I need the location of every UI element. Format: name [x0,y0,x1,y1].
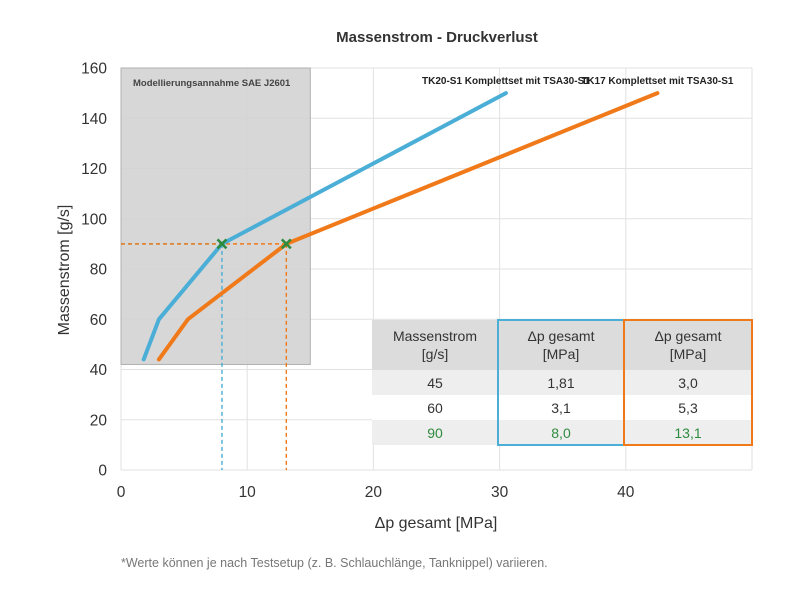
series-label-2: TK17 Komplettset mit TSA30-S1 [581,76,734,87]
x-tick-label: 0 [117,484,126,501]
x-tick-label: 10 [239,484,257,501]
y-axis-label: Massenstrom [g/s] [56,205,73,336]
table-header-cell: [MPa] [543,346,580,362]
table-header-bg [372,320,752,370]
table-cell: 45 [427,375,443,391]
y-tick-label: 140 [81,111,107,128]
table-row-bg [372,395,752,420]
table-header-cell: Δp gesamt [655,328,722,344]
table-header-cell: Massenstrom [393,328,477,344]
table-cell: 5,3 [678,400,698,416]
table-row-bg [372,420,752,445]
shaded-region [120,67,311,365]
chart-title: Massenstrom - Druckverlust [336,29,538,46]
data-table: Massenstrom [g/s] Δp gesamt [MPa] Δp gesamt [… [372,319,753,446]
shaded-region-label: Modellierungsannahme SAE J2601 [133,78,291,89]
table-cell: 3,0 [678,375,698,391]
x-tick-label: 30 [491,484,509,501]
x-axis-label: Δp gesamt [MPa] [375,515,498,532]
marker-point [216,238,228,250]
table-cell: 3,1 [551,400,571,416]
series-label-1: TK20-S1 Komplettset mit TSA30-S1 [422,76,590,87]
y-tick-label: 40 [90,362,108,379]
x-tick-label: 20 [365,484,383,501]
x-tick-label: 40 [617,484,635,501]
y-tick-label: 120 [81,161,107,178]
table-cell: 90 [427,425,443,441]
y-tick-label: 80 [90,262,108,279]
table-header-cell: [g/s] [422,346,448,362]
marker-point [280,238,292,250]
y-tick-label: 60 [90,312,108,329]
series-line-1 [141,91,508,362]
y-tick-label: 20 [90,412,108,429]
chart: Massenstrom - Druckverlust Modellierungs… [56,29,753,532]
table-row-bg [372,370,752,395]
y-tick-label: 160 [81,61,107,78]
table-column-border [623,319,753,446]
table-cell: 8,0 [551,425,571,441]
table-header-cell: [MPa] [670,346,707,362]
y-tick-label: 100 [81,211,107,228]
table-header-cell: Δp gesamt [528,328,595,344]
plot-area: Modellierungsannahme SAE J2601 0 10 20 30 40 0… [81,61,753,501]
marker-stroke [216,238,228,250]
marker-stroke [280,238,292,250]
table-cell: 13,1 [674,425,701,441]
series-line-2 [156,91,660,362]
y-tick-label: 0 [98,463,107,480]
footnote: *Werte können je nach Testsetup (z. B. S… [121,556,548,570]
table-cell: 1,81 [547,375,574,391]
table-cell: 60 [427,400,443,416]
